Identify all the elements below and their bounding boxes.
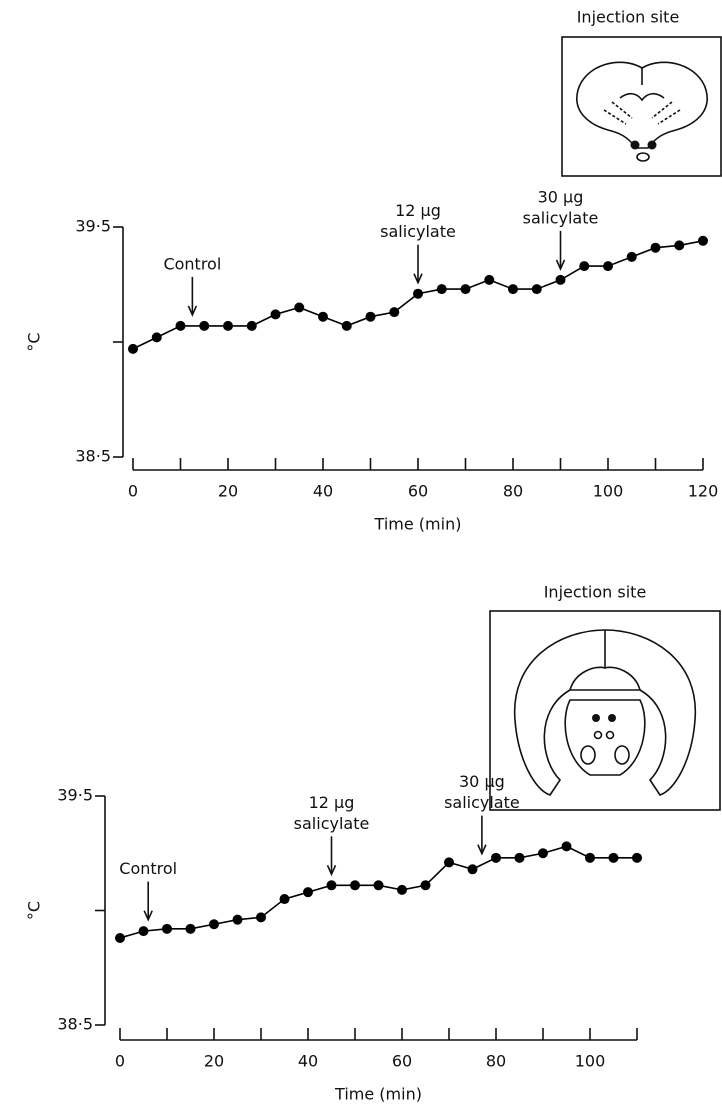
data-point — [608, 852, 619, 863]
data-point — [138, 926, 149, 937]
x-tick-label: 80 — [503, 482, 523, 501]
y-tick-label: 38·5 — [57, 1015, 93, 1034]
annotation-text: salicylate — [444, 793, 520, 812]
data-point — [365, 311, 376, 322]
data-point — [232, 914, 243, 925]
data-point — [460, 284, 471, 295]
data-point — [698, 235, 708, 246]
x-tick-label: 0 — [115, 1052, 125, 1071]
data-point — [555, 274, 566, 285]
y-tick-label: 39·5 — [57, 786, 93, 805]
data-point — [508, 284, 518, 295]
data-point — [318, 311, 328, 322]
annotation-text: 12 μg — [395, 201, 441, 220]
data-point — [175, 320, 186, 331]
data-point — [467, 864, 478, 875]
y-tick-label: 38·5 — [75, 447, 111, 466]
data-point — [579, 261, 590, 272]
x-tick-label: 20 — [218, 482, 238, 501]
data-point — [350, 880, 360, 891]
x-tick-label: 80 — [486, 1052, 506, 1071]
arrow-head — [143, 910, 153, 922]
x-tick-label: 60 — [408, 482, 428, 501]
data-point — [209, 919, 219, 930]
data-point — [128, 343, 138, 354]
data-point — [531, 284, 542, 295]
x-tick-label: 120 — [688, 482, 719, 501]
inset-title: Injection site — [577, 8, 680, 27]
x-tick-label: 100 — [575, 1052, 606, 1071]
x-tick-label: 40 — [298, 1052, 318, 1071]
data-point — [420, 880, 431, 891]
x-axis-label: Time (min) — [374, 515, 462, 534]
x-tick-label: 40 — [313, 482, 333, 501]
arrow-head — [413, 273, 423, 285]
data-point — [373, 880, 384, 891]
data-point — [585, 852, 595, 863]
data-point — [151, 332, 162, 343]
y-axis-label: °C — [25, 332, 44, 351]
x-tick-label: 60 — [392, 1052, 412, 1071]
y-axis-label: °C — [25, 901, 44, 920]
data-point — [561, 841, 572, 852]
annotation-text: Control — [119, 859, 177, 878]
arrow-head — [555, 259, 566, 271]
x-tick-label: 100 — [593, 482, 624, 501]
x-axis-label: Time (min) — [334, 1085, 422, 1104]
data-point — [603, 261, 613, 272]
annotation-text: salicylate — [380, 222, 456, 241]
annotation-text: salicylate — [294, 814, 370, 833]
x-tick-label: 20 — [204, 1052, 224, 1071]
data-point — [326, 880, 337, 891]
data-point — [115, 932, 125, 943]
data-point — [185, 923, 196, 934]
data-point — [674, 240, 685, 251]
data-point — [484, 274, 495, 285]
arrow-head — [326, 864, 337, 877]
data-point — [632, 852, 642, 863]
annotation-text: 30 μg — [538, 187, 584, 206]
data-point — [341, 320, 352, 331]
arrow-head — [187, 305, 198, 317]
arrow-head — [477, 844, 487, 856]
inset-drawing — [489, 610, 721, 811]
annotation-text: salicylate — [523, 208, 599, 227]
data-point — [279, 894, 290, 905]
annotation-text: Control — [163, 254, 221, 273]
data-point — [514, 852, 525, 863]
data-point — [436, 284, 447, 295]
data-point — [223, 320, 233, 331]
data-point — [303, 887, 313, 898]
data-point — [538, 848, 548, 859]
inset-drawing — [561, 36, 722, 177]
y-tick-label: 39·5 — [75, 217, 111, 236]
annotation-text: 12 μg — [309, 793, 355, 812]
data-point — [162, 923, 172, 934]
x-tick-label: 0 — [128, 482, 138, 501]
data-point — [491, 852, 501, 863]
data-point — [256, 912, 266, 923]
data-point — [626, 251, 637, 262]
data-point — [294, 302, 305, 313]
data-line — [119, 845, 637, 939]
data-point — [413, 288, 423, 299]
annotation-text: 30 μg — [459, 772, 505, 791]
data-point — [199, 320, 210, 331]
data-point — [397, 884, 407, 895]
inset-title: Injection site — [544, 583, 647, 602]
data-point — [270, 309, 281, 320]
data-point — [246, 320, 257, 331]
data-point — [444, 857, 454, 868]
data-point — [650, 242, 661, 253]
data-point — [389, 307, 400, 318]
